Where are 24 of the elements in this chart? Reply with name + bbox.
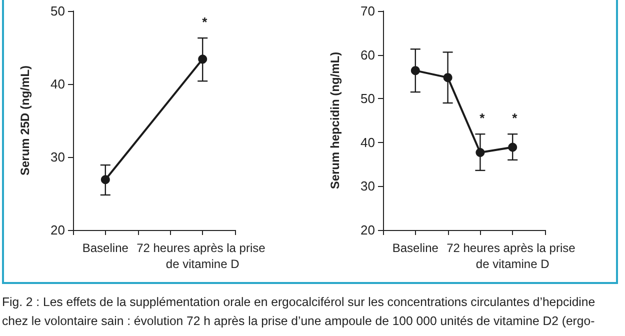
y-tick-label: 50	[50, 4, 65, 18]
x-tick-label: Baseline	[82, 241, 129, 255]
caption: Fig. 2 : Les effets de la supplémentation orale en ergocalciférol sur les concentrations circulantes d’hepcidine chez le volontaire sain : évolution 72 h après la prise d’une ampoule de 100 000 unités de vitamine D2 (ergo-	[2, 294, 596, 330]
y-tick-label: 60	[360, 47, 375, 62]
y-tick-label: 50	[360, 91, 375, 106]
y-tick-label: 20	[50, 222, 65, 238]
point	[508, 142, 518, 152]
point	[443, 73, 452, 82]
x-tick-label: Baseline	[392, 241, 439, 255]
y-tick-label: 30	[50, 150, 65, 164]
y-axis-title: Serum 25D (ng/mL)	[18, 65, 32, 176]
y-tick-label: 20	[360, 222, 375, 238]
y-tick-label: 70	[360, 4, 375, 18]
y-tick-label: 30	[360, 178, 375, 194]
annotation: *	[480, 110, 486, 126]
y-tick-label: 40	[50, 76, 65, 92]
y-axis-title: Serum hepcidin (ng/mL)	[328, 52, 342, 190]
point	[410, 66, 420, 76]
annotation: *	[202, 14, 208, 30]
x-tick-label: 72 heures après la prise de vitamine D	[446, 241, 579, 271]
annotation: *	[512, 110, 518, 126]
point	[476, 148, 485, 157]
y-tick-label: 40	[360, 134, 375, 150]
x-tick-label: 72 heures après la prise de vitamine D	[136, 241, 269, 271]
